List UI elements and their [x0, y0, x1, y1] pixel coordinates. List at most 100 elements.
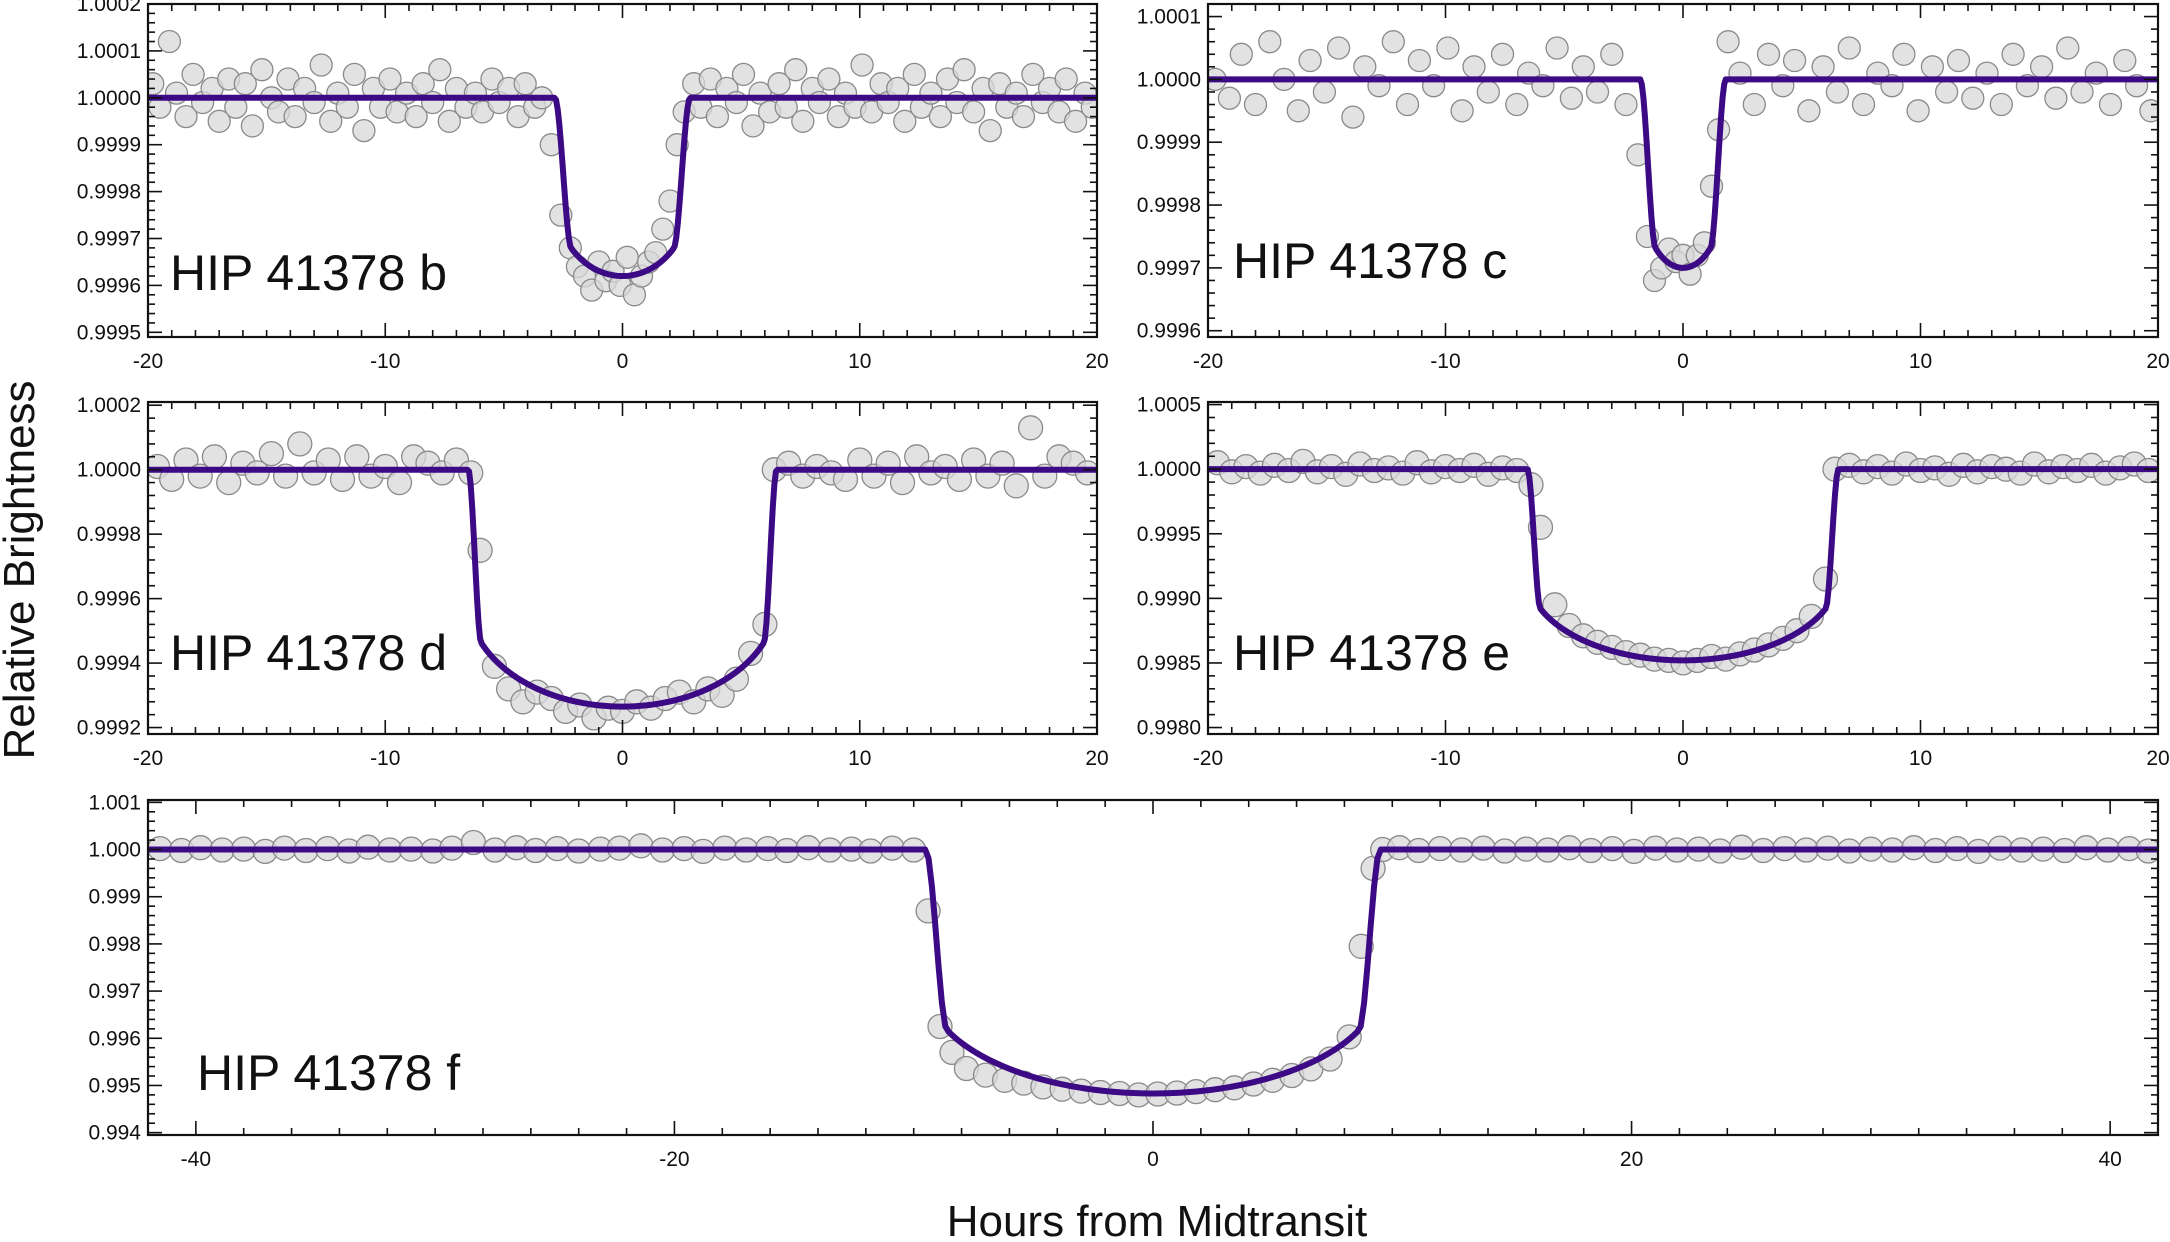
data-point	[352, 118, 376, 143]
data-point	[1837, 36, 1861, 60]
data-point	[1934, 80, 1959, 104]
data-point	[767, 72, 791, 96]
data-point	[1961, 86, 1985, 110]
x-tick-label-f: -20	[659, 1148, 689, 1171]
data-point	[309, 53, 333, 77]
y-axis-title: Relative Brightness	[0, 380, 44, 759]
data-point	[952, 58, 976, 82]
data-point	[181, 62, 205, 87]
y-tick-label-d: 1.0002	[77, 394, 141, 417]
data-point	[850, 53, 874, 77]
x-tick-label-d: 10	[848, 747, 871, 770]
data-point	[615, 245, 639, 269]
y-tick-label-e: 0.9985	[1137, 652, 1201, 675]
x-tick-label-f: -40	[181, 1148, 211, 1171]
data-point	[737, 640, 764, 667]
data-point	[319, 109, 343, 133]
data-point	[1003, 473, 1029, 499]
data-point	[784, 58, 808, 82]
data-point	[1217, 86, 1242, 110]
data-point	[1258, 30, 1282, 54]
x-tick-label-c: 10	[1909, 350, 1932, 373]
x-tick-label-b: 10	[848, 350, 871, 373]
data-point	[2044, 86, 2068, 110]
data-point	[1353, 55, 1377, 79]
data-point	[1476, 80, 1500, 104]
x-tick-label-e: 0	[1677, 747, 1689, 770]
y-tick-label-c: 0.9998	[1137, 194, 1201, 217]
data-point	[961, 100, 986, 124]
data-point	[386, 469, 413, 496]
data-point	[2056, 36, 2080, 60]
data-point	[240, 114, 265, 138]
x-tick-label-d: -20	[133, 747, 163, 770]
data-point	[1063, 109, 1088, 133]
panel-e: -20 -10 0 10 20 0.9980 0.9985 0.9990 0.9995 1.000…	[1137, 394, 2170, 770]
data-point	[889, 469, 916, 496]
data-point	[2070, 80, 2094, 104]
x-tick-label-f: 20	[1620, 1148, 1643, 1171]
data-point	[1381, 30, 1405, 54]
data-point	[1892, 42, 1916, 66]
data-point	[378, 67, 402, 91]
data-point	[1811, 55, 1835, 79]
y-tick-label-d: 0.9992	[77, 717, 141, 740]
data-point	[207, 109, 231, 133]
y-tick-label-f: 1.000	[88, 839, 141, 862]
data-point	[2029, 55, 2054, 79]
data-point	[258, 440, 285, 467]
data-point	[1989, 92, 2013, 117]
data-point	[411, 72, 435, 96]
data-point	[1054, 67, 1078, 91]
data-point	[1614, 92, 1638, 117]
x-tick-label-b: -20	[133, 350, 163, 373]
data-point	[437, 109, 461, 133]
data-point	[1798, 603, 1824, 630]
panel-label-f: HIP 41378 f	[197, 1045, 460, 1101]
data-point	[939, 1039, 965, 1066]
data-point	[174, 104, 198, 129]
data-point	[1542, 592, 1568, 618]
data-point	[1742, 92, 1766, 117]
data-point	[1243, 92, 1268, 117]
y-tick-label-f: 0.994	[88, 1122, 141, 1145]
y-tick-label-b: 1.0002	[77, 0, 141, 16]
y-tick-label-f: 0.995	[88, 1074, 141, 1097]
y-tick-label-e: 0.9980	[1137, 717, 1201, 740]
y-tick-label-b: 1.0000	[77, 87, 141, 110]
data-point	[2001, 42, 2025, 66]
data-point	[1920, 55, 1945, 79]
data-point	[1505, 92, 1529, 117]
model-curve-b	[148, 94, 1097, 280]
y-tick-label-d: 0.9994	[77, 652, 142, 675]
data-point	[1017, 415, 1044, 441]
panel-b: -20 -10 0 10 20 0.9995 0.9996 0.9997 0.9998 0.999…	[77, 0, 1109, 373]
panel-label-b: HIP 41378 b	[170, 245, 447, 301]
x-tick-label-c: 0	[1677, 350, 1689, 373]
y-tick-label-c: 1.0001	[1137, 6, 1201, 29]
x-tick-label-b: -10	[370, 350, 400, 373]
data-point	[2113, 48, 2137, 73]
data-point	[1326, 36, 1351, 60]
panel-label-e: HIP 41378 e	[1233, 625, 1510, 681]
y-tick-label-b: 1.0001	[77, 40, 141, 63]
x-tick-label-c: -20	[1193, 350, 1223, 373]
x-tick-label-d: 0	[617, 747, 629, 770]
data-point	[1286, 99, 1310, 123]
x-tick-label-c: -10	[1430, 350, 1460, 373]
y-tick-label-c: 1.0000	[1137, 68, 1201, 91]
data-point	[1946, 48, 1971, 73]
data-point	[1825, 80, 1850, 104]
data-point	[1490, 42, 1515, 66]
data-point	[893, 109, 917, 133]
data-point	[902, 62, 926, 87]
y-tick-label-e: 0.9995	[1137, 523, 1201, 546]
data-point	[791, 109, 815, 133]
y-tick-label-b: 0.9996	[77, 274, 141, 297]
data-point	[1312, 80, 1337, 104]
data-point	[1229, 42, 1253, 66]
y-tick-label-c: 0.9996	[1137, 320, 1201, 343]
data-point	[1716, 30, 1740, 54]
data-point	[1797, 99, 1821, 123]
